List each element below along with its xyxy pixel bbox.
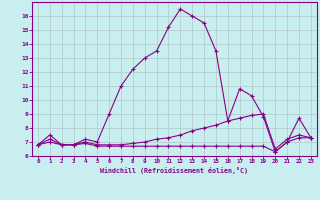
- X-axis label: Windchill (Refroidissement éolien,°C): Windchill (Refroidissement éolien,°C): [100, 167, 248, 174]
